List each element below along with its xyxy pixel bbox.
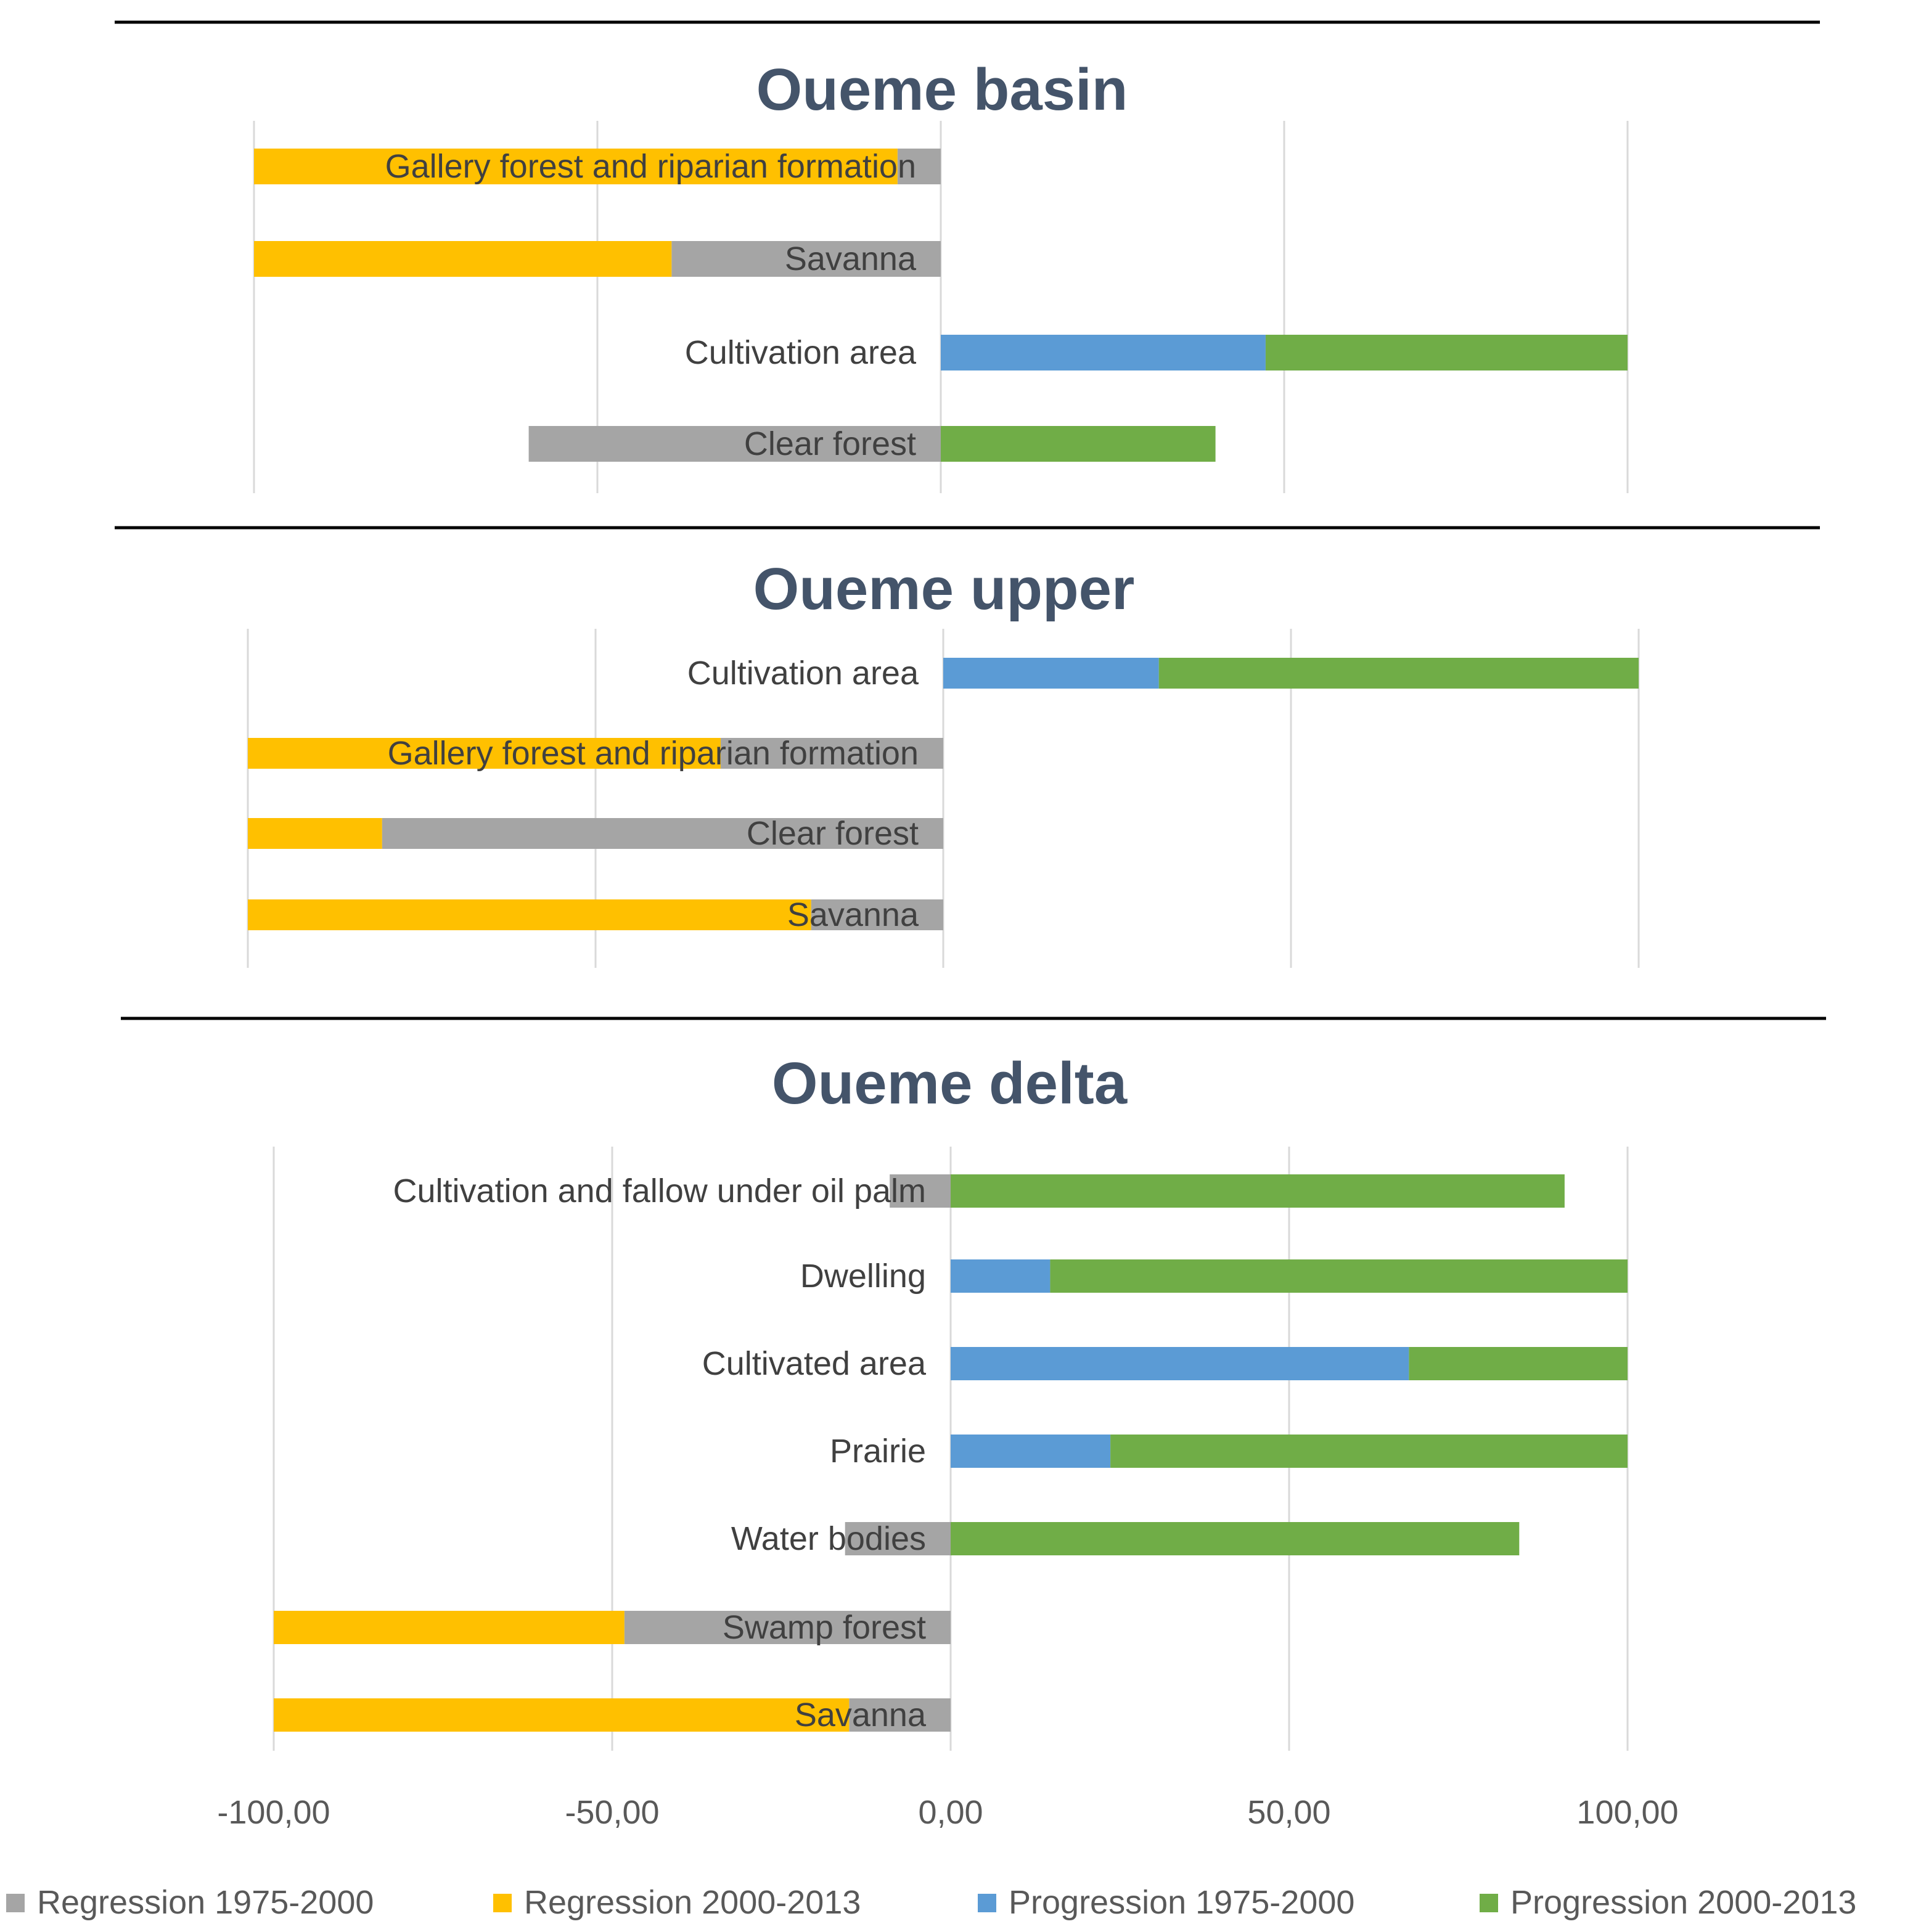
bar-segment	[845, 1522, 951, 1555]
bar-segment	[941, 426, 1216, 462]
bar-segment	[1265, 335, 1628, 370]
category-label: Savanna	[787, 896, 919, 933]
bar-segment	[951, 1347, 1409, 1380]
legend-swatch	[6, 1894, 25, 1912]
bar-segment	[897, 149, 941, 184]
bar-segment	[254, 241, 672, 277]
bar-segment	[248, 899, 811, 930]
bar-segment	[1050, 1259, 1628, 1293]
bar-segment	[941, 335, 1266, 370]
x-tick-label: 50,00	[1247, 1794, 1330, 1831]
category-label: Dwelling	[800, 1258, 926, 1295]
bar-segment	[951, 1174, 1565, 1208]
legend-swatch	[493, 1894, 512, 1912]
bar-segment	[1158, 658, 1639, 689]
category-label: Clear forest	[747, 815, 919, 852]
category-label: Water bodies	[731, 1520, 926, 1557]
category-label: Gallery forest and riparian formation	[385, 148, 916, 185]
panel-title: Oueme upper	[753, 556, 1135, 622]
x-tick-label: -100,00	[217, 1794, 330, 1831]
x-tick-label: 100,00	[1576, 1794, 1678, 1831]
category-label: Swamp forest	[723, 1609, 926, 1646]
panel-title: Oueme delta	[772, 1050, 1128, 1116]
bar-segment	[1409, 1347, 1628, 1380]
bar-segment	[1110, 1435, 1628, 1468]
bar-segment	[951, 1259, 1051, 1293]
bar-segment	[274, 1611, 625, 1644]
category-label: Savanna	[785, 240, 917, 277]
bar-segment	[951, 1522, 1520, 1555]
legend-item: Regression 1975-2000	[37, 1884, 374, 1921]
panel-oueme-basin: Oueme basin Gallery forest and riparian f…	[115, 20, 1820, 493]
category-label: Cultivation area	[685, 334, 917, 371]
category-label: Clear forest	[744, 425, 916, 462]
panel-oueme-upper: Oueme upper Cultivation area Gallery fores…	[115, 526, 1820, 968]
bar-segment	[248, 738, 721, 769]
legend-item: Progression 1975-2000	[1009, 1884, 1354, 1921]
category-label: Cultivation and fallow under oil palm	[393, 1173, 926, 1210]
category-label: Cultivated area	[702, 1345, 927, 1382]
bar-segment	[671, 241, 941, 277]
legend-item: Regression 2000-2013	[524, 1884, 861, 1921]
bar-segment	[943, 658, 1159, 689]
category-label: Savanna	[795, 1697, 927, 1733]
x-tick-label: 0,00	[918, 1794, 983, 1831]
bar-segment	[274, 1698, 850, 1732]
bar-segment	[721, 738, 943, 769]
legend: Regression 1975-2000 Regression 2000-2013…	[6, 1884, 1856, 1921]
legend-swatch	[978, 1894, 996, 1912]
legend-swatch	[1480, 1894, 1498, 1912]
category-label: Cultivation area	[687, 655, 919, 692]
bar-segment	[528, 426, 941, 462]
bar-segment	[890, 1174, 951, 1208]
bar-segment	[624, 1611, 951, 1644]
panel-title: Oueme basin	[756, 57, 1128, 123]
panel-oueme-delta: Oueme delta Cultivation and fallow under …	[121, 1017, 1826, 1831]
bar-segment	[248, 818, 382, 849]
category-label: Gallery forest and riparian formation	[388, 735, 919, 772]
bar-segment	[382, 818, 943, 849]
category-label: Prairie	[830, 1433, 926, 1470]
legend-item: Progression 2000-2013	[1510, 1884, 1856, 1921]
bar-segment	[951, 1435, 1111, 1468]
x-tick-label: -50,00	[565, 1794, 659, 1831]
bar-segment	[254, 149, 898, 184]
bar-segment	[849, 1698, 951, 1732]
bar-segment	[811, 899, 943, 930]
